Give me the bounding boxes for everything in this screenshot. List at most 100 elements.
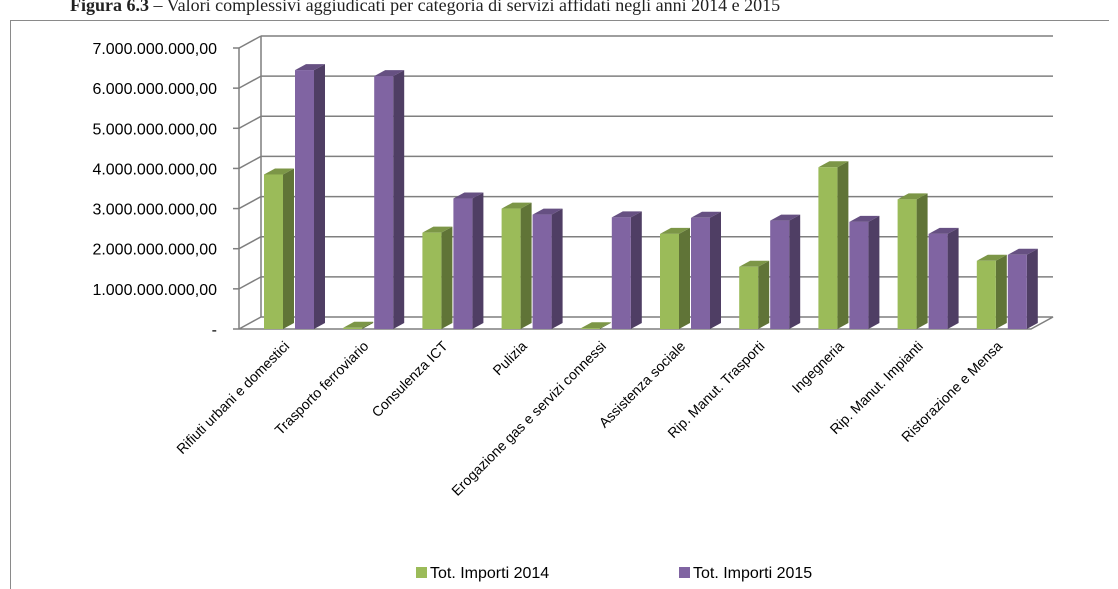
x-tick-label: Rifiuti urbani e domestici — [173, 338, 292, 457]
bar — [1007, 248, 1038, 329]
bar-front — [580, 328, 600, 329]
bar-side — [947, 227, 959, 329]
figure-caption: Figura 6.3 – Valori complessivi aggiudic… — [0, 0, 1118, 20]
y-tick-label: 6.000.000.000,00 — [92, 81, 217, 98]
bar-chart: - 1.000.000.000,00 2.000.000.000,00 3.000.0… — [92, 35, 1054, 582]
y-tick-label: - — [212, 322, 217, 339]
bar-front — [1007, 254, 1027, 329]
bar-top — [611, 211, 642, 218]
bar-side — [599, 322, 611, 329]
bar — [374, 70, 405, 329]
bar-front — [660, 233, 679, 329]
bar-front — [264, 174, 283, 329]
bar — [770, 214, 801, 329]
legend: Tot. Importi 2014 Tot. Importi 2015 — [416, 565, 812, 582]
bar-side — [789, 214, 801, 329]
bar-front — [295, 70, 314, 330]
bar-front — [374, 76, 394, 329]
x-tick-label: Consulenza ICT — [368, 337, 451, 420]
y-tick-label: 1.000.000.000,00 — [92, 282, 217, 299]
bar-side — [362, 321, 374, 329]
bar-top — [374, 70, 405, 77]
bar-top — [1007, 248, 1038, 255]
bar-side — [520, 202, 532, 329]
bar-side — [710, 211, 721, 329]
bar — [580, 322, 611, 329]
bar — [611, 211, 642, 329]
y-tick-label: 7.000.000.000,00 — [92, 41, 217, 58]
bar-side — [679, 227, 690, 329]
bar-front — [849, 221, 869, 329]
figure-caption-label: Figura 6.3 — [70, 0, 149, 15]
bar-front — [818, 167, 838, 329]
bar-top — [422, 226, 453, 233]
y-tick-label: 5.000.000.000,00 — [92, 121, 217, 138]
gridline-diagonal — [238, 155, 262, 170]
x-tick-label: Pulizia — [489, 338, 530, 379]
bar-top — [264, 168, 294, 175]
bar-side — [551, 208, 563, 329]
y-tick-label: 3.000.000.000,00 — [92, 202, 217, 219]
gridline-diagonal — [238, 276, 262, 290]
gridline-diagonal — [238, 75, 262, 89]
bar-side — [441, 226, 453, 329]
bar-side — [758, 260, 770, 329]
y-axis-tick-labels: - 1.000.000.000,00 2.000.000.000,00 3.000.0… — [92, 41, 239, 339]
bar-side — [472, 192, 484, 329]
bar — [343, 321, 374, 329]
bar-top — [691, 211, 721, 218]
bar-front — [611, 217, 631, 329]
bar-side — [868, 215, 880, 329]
bar-front — [770, 220, 790, 329]
bar-front — [343, 327, 363, 329]
bar-top — [739, 260, 770, 267]
bar-front — [422, 232, 442, 329]
bar — [849, 215, 880, 329]
chart-walls — [238, 36, 1054, 330]
chart-frame: - 1.000.000.000,00 2.000.000.000,00 3.000.0… — [10, 20, 1109, 589]
bar — [422, 226, 453, 329]
bar-side — [1026, 248, 1038, 329]
bar-top — [295, 64, 325, 71]
legend-label: Tot. Importi 2015 — [693, 565, 812, 582]
bar-side — [314, 64, 325, 330]
bars — [264, 64, 1038, 330]
bar-front — [928, 233, 948, 329]
bar-top — [849, 215, 880, 222]
bar — [453, 192, 484, 329]
bar — [501, 202, 532, 329]
bar-front — [532, 214, 552, 329]
x-tick-label: Ingegneria — [789, 338, 847, 396]
bar-top — [928, 227, 959, 234]
bar — [532, 208, 563, 329]
bar-side — [995, 254, 1007, 329]
bar — [295, 64, 325, 330]
bar — [897, 193, 928, 329]
legend-item: Tot. Importi 2014 — [416, 565, 549, 582]
bar-top — [818, 161, 849, 168]
bar-side — [283, 168, 294, 329]
legend-swatch — [416, 567, 427, 578]
x-tick-label: Assistenza sociale — [596, 338, 689, 431]
bar-side — [393, 70, 405, 329]
bar-front — [739, 266, 759, 329]
bar-front — [897, 199, 917, 329]
bar — [660, 227, 690, 329]
bar-top — [580, 322, 611, 329]
bar-top — [501, 202, 532, 209]
legend-label: Tot. Importi 2014 — [430, 565, 549, 582]
bar-top — [660, 227, 690, 234]
bar-top — [897, 193, 928, 200]
bar-front — [976, 260, 996, 329]
bar-top — [453, 192, 484, 199]
gridline-diagonal — [238, 115, 262, 129]
legend-swatch — [679, 567, 690, 578]
bar — [691, 211, 721, 329]
bar-top — [976, 254, 1007, 261]
figure-caption-text: – Valori complessivi aggiudicati per cat… — [153, 0, 781, 15]
bar-top — [343, 321, 374, 328]
bar — [928, 227, 959, 329]
x-tick-label: Erogazione gas e servizi connessi — [448, 338, 609, 499]
bar — [818, 161, 849, 329]
